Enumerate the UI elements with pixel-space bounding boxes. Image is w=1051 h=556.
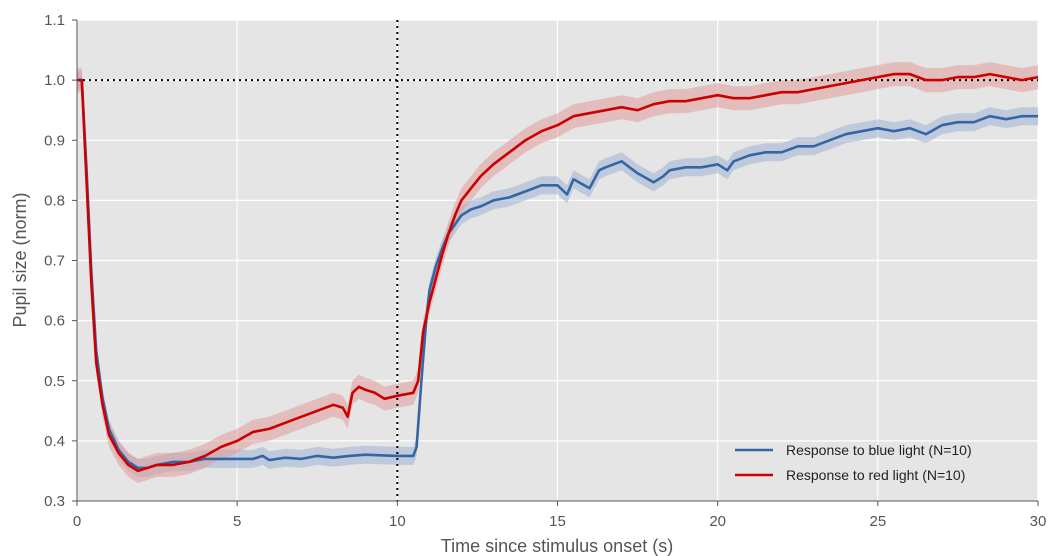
- reference-lines: [77, 20, 1038, 501]
- y-tick-label: 0.4: [44, 433, 65, 450]
- x-tick-label: 30: [1030, 513, 1047, 530]
- x-tick-label: 25: [869, 513, 886, 530]
- y-tick-label: 0.5: [44, 373, 65, 390]
- x-tick-label: 0: [73, 513, 81, 530]
- y-tick-labels: 0.3 0.4 0.5 0.6 0.7 0.8 0.9 1.0 1.1: [44, 12, 65, 510]
- y-tick-label: 1.1: [44, 12, 65, 29]
- x-tick-label: 5: [233, 513, 241, 530]
- axes: [72, 19, 1039, 506]
- series-line-red: [77, 72, 1039, 473]
- y-tick-label: 0.7: [44, 253, 65, 270]
- legend-label-blue: Response to blue light (N=10): [786, 442, 972, 458]
- x-tick-label: 15: [549, 513, 566, 530]
- series-lines: [77, 72, 1039, 473]
- legend: Response to blue light (N=10) Response t…: [735, 442, 972, 483]
- y-axis-label: Pupil size (norm): [10, 192, 30, 327]
- y-tick-label: 0.9: [44, 132, 65, 149]
- x-axis-label: Time since stimulus onset (s): [441, 536, 673, 556]
- y-tick-label: 0.6: [44, 313, 65, 330]
- x-tick-label: 20: [709, 513, 726, 530]
- x-tick-label: 10: [389, 513, 406, 530]
- y-tick-label: 0.8: [44, 192, 65, 209]
- legend-label-red: Response to red light (N=10): [786, 467, 965, 483]
- x-tick-labels: 0 5 10 15 20 25 30: [73, 513, 1047, 530]
- y-tick-label: 0.3: [44, 493, 65, 510]
- y-tick-label: 1.0: [44, 72, 65, 89]
